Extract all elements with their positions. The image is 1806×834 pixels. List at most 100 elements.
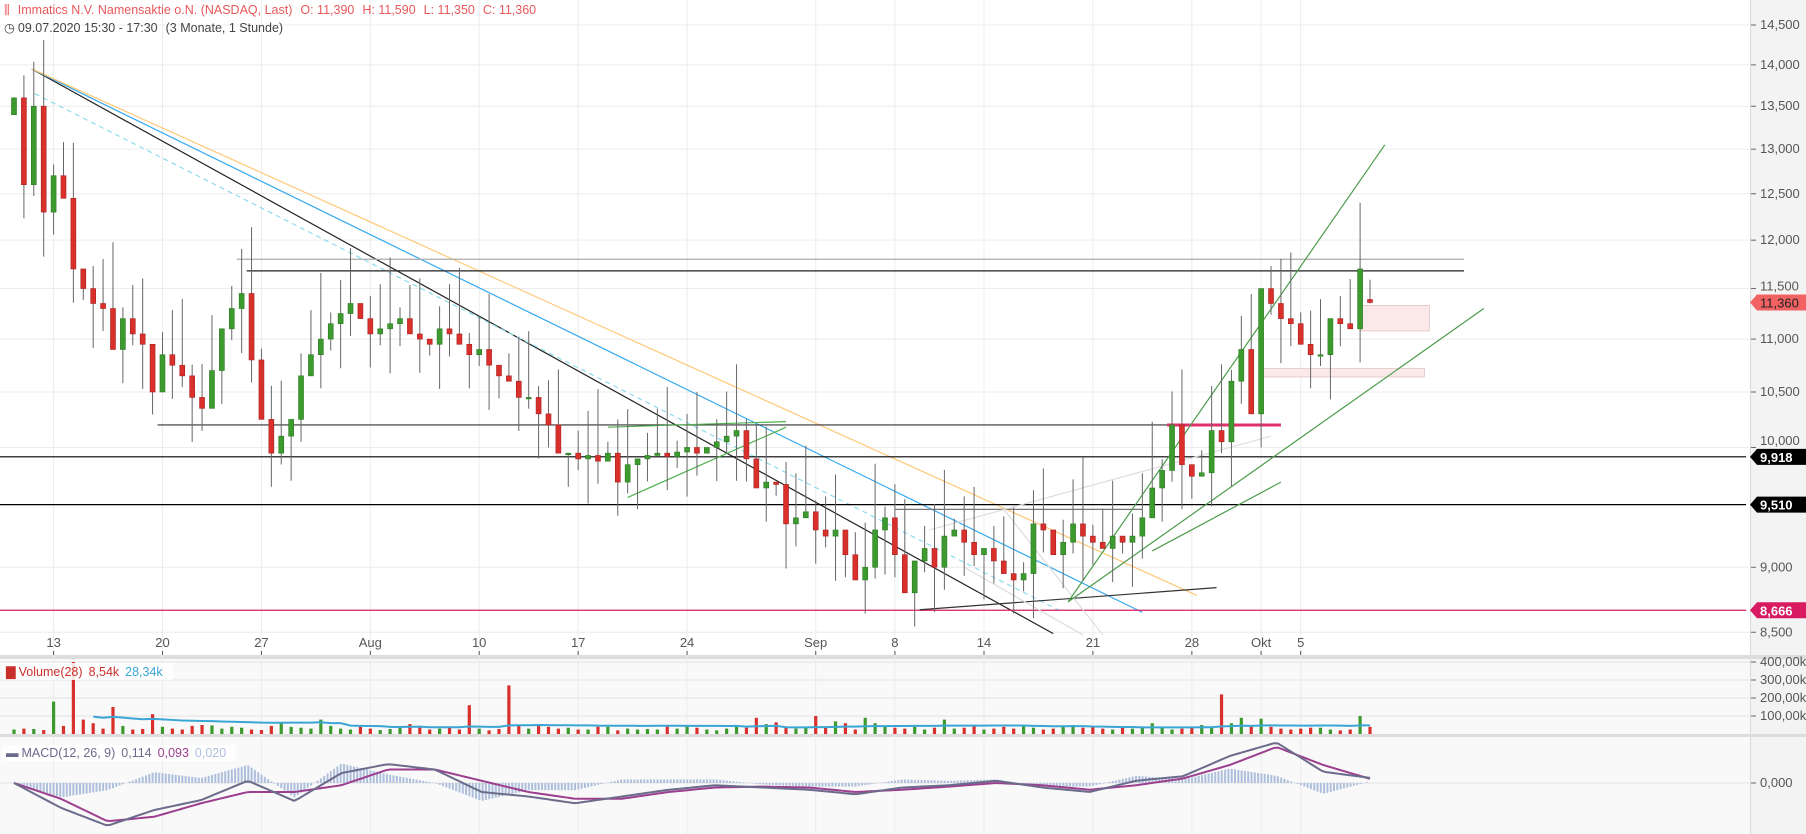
macd-histogram-bar xyxy=(316,780,319,783)
macd-histogram-bar xyxy=(227,770,230,783)
candle-down xyxy=(1278,303,1284,319)
macd-histogram-bar xyxy=(646,779,649,783)
ohlc-low: L: 11,350 xyxy=(423,3,475,17)
candle-down xyxy=(268,419,275,454)
volume-legend[interactable]: ▇ Volume(28) 8,54k 28,34k xyxy=(2,663,173,680)
macd-histogram-bar xyxy=(471,783,474,798)
time-tick-label: 10 xyxy=(472,635,486,650)
volume-bar xyxy=(190,725,194,734)
macd-histogram-bar xyxy=(1210,772,1213,783)
line-icon: ▬ xyxy=(6,746,19,760)
candle-up xyxy=(872,529,878,568)
candle-down xyxy=(367,318,374,335)
macd-histogram-bar xyxy=(1069,783,1071,787)
macd-histogram-bar xyxy=(894,780,897,783)
macd-tick-label: 0,000 xyxy=(1760,775,1793,790)
candle-down xyxy=(783,484,789,525)
candle-up xyxy=(1030,523,1037,574)
volume-bar xyxy=(685,726,689,734)
candle-up xyxy=(288,419,294,437)
pane-separator-2[interactable] xyxy=(0,734,1806,737)
macd-histogram-bar xyxy=(857,783,860,787)
macd-histogram-bar xyxy=(1052,783,1055,787)
macd-histogram-bar xyxy=(1174,778,1177,783)
macd-histogram-bar xyxy=(468,783,471,797)
macd-histogram-bar xyxy=(722,780,725,783)
macd-histogram-bar xyxy=(267,779,270,783)
macd-histogram-bar xyxy=(349,765,352,783)
candle-down xyxy=(991,548,997,562)
macd-histogram-bar xyxy=(689,779,692,783)
price-tick-label: 13,500 xyxy=(1760,98,1800,113)
macd-histogram-bar xyxy=(1333,783,1335,791)
macd-histogram-bar xyxy=(715,779,718,783)
price-axis-panel[interactable] xyxy=(1750,0,1806,834)
candle-up xyxy=(1238,349,1245,382)
macd-histogram-bar xyxy=(574,783,576,791)
candlestick-settings-icon[interactable]: ⫼ xyxy=(4,3,10,17)
volume-bar xyxy=(1012,728,1016,734)
macd-histogram-bar xyxy=(1059,783,1062,787)
volume-bar xyxy=(477,728,481,734)
volume-bar xyxy=(744,727,749,734)
time-tick-label: 17 xyxy=(571,635,585,650)
macd-histogram-bar xyxy=(587,783,590,788)
candle-up xyxy=(921,548,928,562)
macd-histogram-bar xyxy=(1349,783,1352,787)
macd-histogram-bar xyxy=(75,783,78,795)
macd-histogram-bar xyxy=(805,783,807,787)
macd-histogram-bar xyxy=(286,783,289,793)
macd-histogram-bar xyxy=(494,783,497,798)
macd-histogram-bar xyxy=(923,780,926,783)
volume-bar xyxy=(507,685,511,734)
volume-tick-label: 200,00k xyxy=(1760,690,1806,705)
triangle-bottom-green-line xyxy=(627,426,787,498)
macd-histogram-bar xyxy=(653,779,656,783)
macd-histogram-bar xyxy=(154,772,157,783)
macd-histogram-bar xyxy=(623,779,626,783)
volume-bar xyxy=(774,722,778,734)
macd-histogram-bar xyxy=(1082,783,1085,787)
volume-bar xyxy=(111,707,115,734)
candle-down xyxy=(694,447,700,454)
price-tick-label: 12,000 xyxy=(1760,232,1800,247)
pane-separator-1[interactable] xyxy=(0,655,1806,659)
volume-bar xyxy=(279,723,283,734)
price-label-badge xyxy=(1750,448,1806,465)
volume-bar xyxy=(200,725,204,734)
volume-pane[interactable] xyxy=(0,659,1750,734)
macd-histogram-bar xyxy=(356,767,359,783)
macd-histogram-bar xyxy=(1194,776,1197,783)
candle-down xyxy=(1000,560,1007,574)
macd-histogram-bar xyxy=(1177,779,1180,783)
volume-bar xyxy=(1279,728,1283,734)
macd-histogram-bar xyxy=(785,783,788,786)
volume-bar xyxy=(517,725,521,734)
macd-histogram-bar xyxy=(900,779,903,783)
candle-down xyxy=(426,338,433,345)
price-label-badge xyxy=(1750,602,1806,619)
candle-down xyxy=(486,349,492,366)
volume-bar xyxy=(1061,726,1065,734)
axes: 14,500 14,000 13,500 13,000 12,500 12,000 11,5… xyxy=(46,17,1806,790)
macd-histogram-bar xyxy=(663,779,666,783)
candle-down xyxy=(852,554,859,581)
zone-upper xyxy=(1359,304,1430,332)
macd-histogram-bar xyxy=(306,783,309,788)
volume-bar xyxy=(1318,727,1323,734)
drawings xyxy=(0,68,1747,636)
volume-bar xyxy=(576,729,580,734)
macd-histogram-bar xyxy=(250,767,253,783)
macd-pane[interactable] xyxy=(0,737,1750,834)
time-tick-label: Aug xyxy=(359,635,382,650)
candle-down xyxy=(110,308,116,350)
macd-histogram-bar xyxy=(1263,773,1266,783)
macd-legend[interactable]: ▬ MACD(12, 26, 9) 0,114 0,093 0,020 xyxy=(2,745,237,761)
volume-bar xyxy=(1021,725,1026,734)
macd-histogram-bar xyxy=(1342,783,1345,789)
volume-bar xyxy=(536,724,541,734)
macd-histogram-bar xyxy=(395,775,398,783)
macd-label: MACD(12, 26, 9) xyxy=(21,746,116,760)
macd-histogram-bar xyxy=(392,775,395,783)
